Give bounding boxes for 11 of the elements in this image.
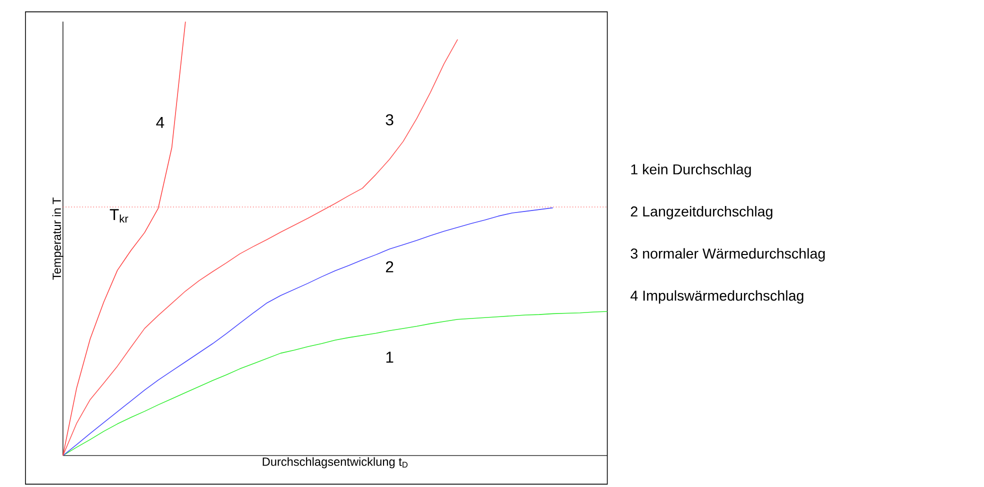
series-label: 3: [386, 114, 394, 126]
ref-line-label: T$_{kr}$: [110, 209, 128, 222]
text: 1 kein Durchschlag: [631, 164, 751, 178]
series-label: 2: [386, 261, 394, 272]
series-label: 4: [156, 116, 164, 128]
text: 3 normaler Wärmedurchschlag: [630, 248, 825, 262]
series-label: 1: [386, 352, 394, 363]
y-axis-title: Temperatur in T: [52, 197, 64, 280]
text: 2 Langzeitdurchschlag: [630, 206, 772, 220]
x-axis-title: Durchschlagsentwicklung t$_{D}$: [262, 457, 408, 468]
text: 4 Impulswärmedurchschlag: [630, 290, 804, 304]
